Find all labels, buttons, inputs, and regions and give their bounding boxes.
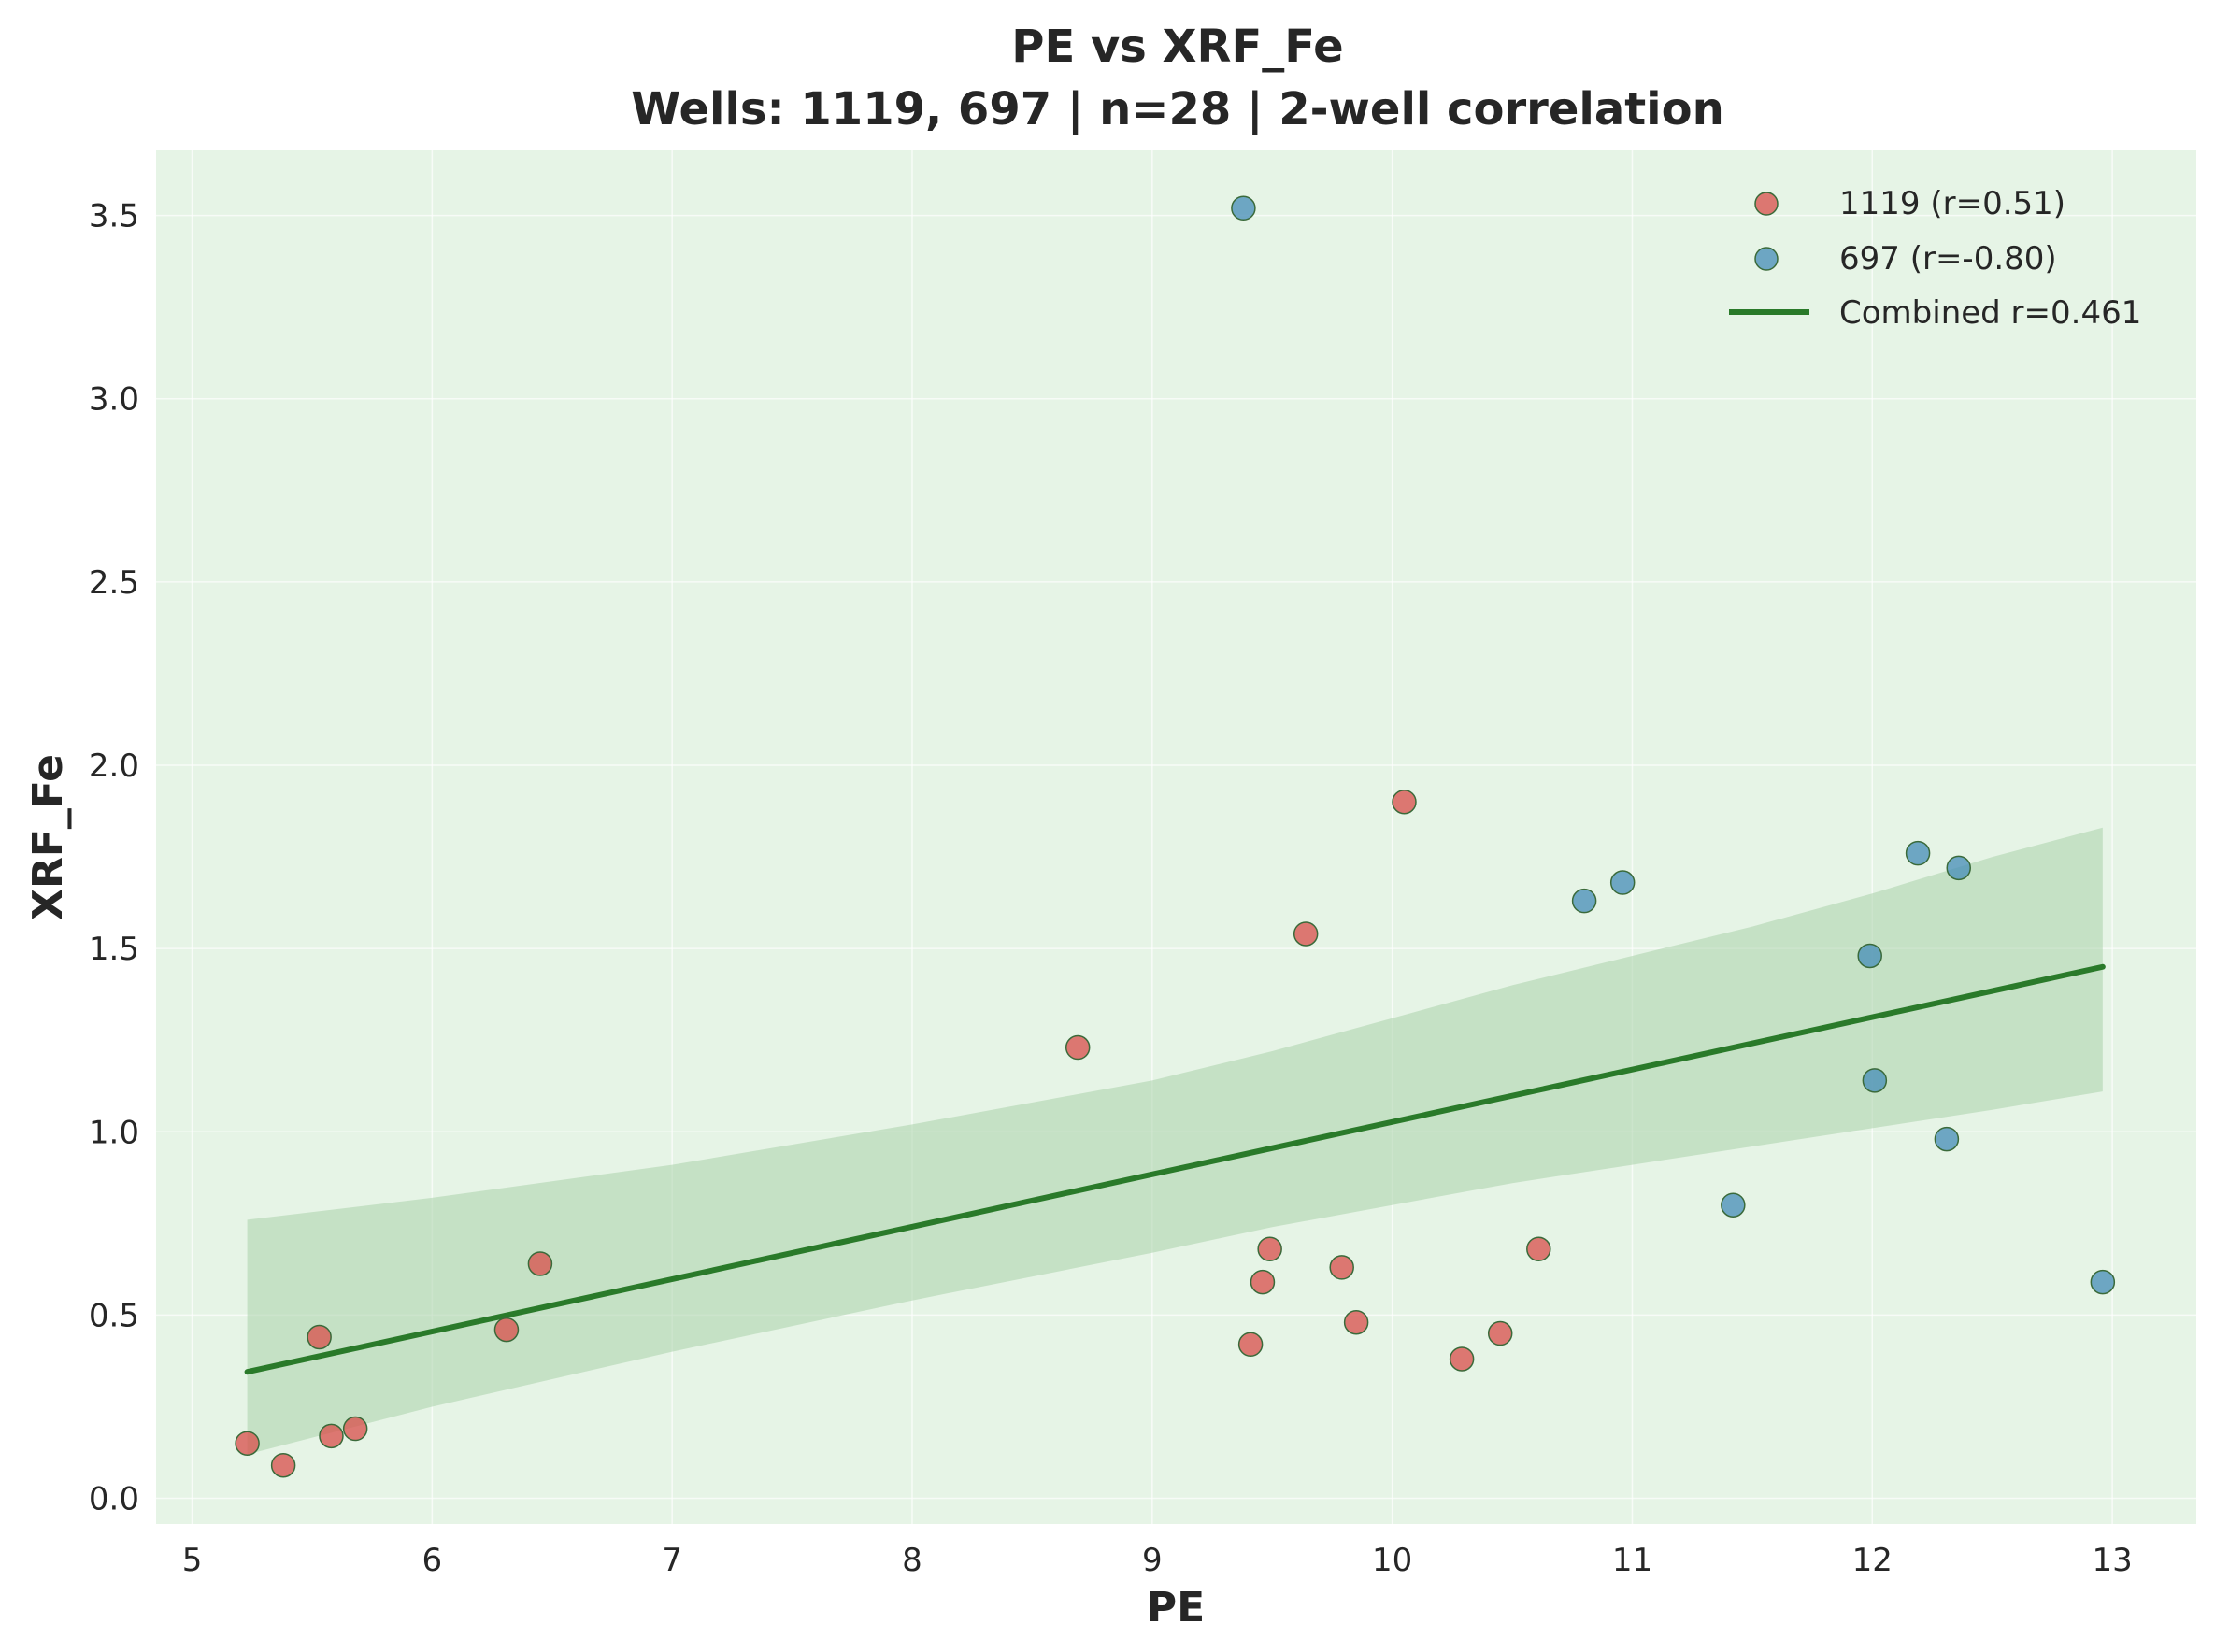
data-point-series-1 — [1392, 789, 1417, 815]
y-tick-label: 2.0 — [89, 748, 139, 785]
data-point-series-2 — [1609, 870, 1636, 895]
y-axis-ticks: 0.0 0.5 1.0 1.5 2.0 2.5 3.0 3.5 — [89, 198, 139, 1518]
y-tick-label: 2.5 — [89, 564, 139, 602]
data-point-series-1 — [270, 1452, 296, 1478]
legend-label-fit-line: Combined r=0.461 — [1839, 294, 2141, 332]
data-point-series-1 — [1293, 921, 1319, 947]
data-point-series-1 — [1487, 1320, 1513, 1346]
data-point-series-1 — [527, 1251, 553, 1276]
data-point-series-1 — [307, 1324, 332, 1350]
data-point-series-2 — [1721, 1192, 1746, 1218]
data-point-series-2 — [1934, 1126, 1960, 1152]
x-axis-ticks: 5 6 7 8 9 10 11 12 13 — [182, 1542, 2133, 1579]
y-tick-label: 0.5 — [89, 1297, 139, 1334]
regression-line — [244, 963, 2106, 1375]
data-point-series-2 — [1862, 1068, 1888, 1093]
legend-marker-series-1 — [1754, 192, 1779, 216]
legend-label-series-1: 1119 (r=0.51) — [1839, 185, 2065, 222]
legend-label-series-2: 697 (r=-0.80) — [1839, 240, 2057, 278]
y-tick-label: 1.0 — [89, 1114, 139, 1151]
data-point-series-2 — [2090, 1269, 2116, 1295]
data-point-series-1 — [493, 1317, 520, 1343]
confidence-band-layer — [247, 827, 2103, 1455]
data-point-series-1 — [1237, 1332, 1264, 1358]
data-point-series-1 — [1449, 1346, 1475, 1372]
confidence-band — [247, 827, 2103, 1455]
y-tick-label: 3.0 — [89, 381, 139, 419]
data-point-series-1 — [1257, 1236, 1282, 1262]
x-tick-label: 10 — [1372, 1542, 1412, 1579]
data-point-series-1 — [319, 1423, 344, 1449]
legend: 1119 (r=0.51) 697 (r=-0.80) Combined r=0… — [1729, 185, 2141, 332]
x-tick-label: 5 — [182, 1542, 203, 1579]
data-point-series-2 — [1231, 195, 1256, 221]
data-point-series-1 — [1329, 1255, 1354, 1280]
legend-marker-series-2 — [1754, 247, 1779, 271]
data-point-series-1 — [1065, 1034, 1091, 1061]
x-tick-label: 8 — [902, 1542, 922, 1579]
chart-title: PE vs XRF_Fe — [1011, 21, 1343, 73]
data-points-layer — [235, 195, 2116, 1478]
chart-subtitle: Wells: 1119, 697 | n=28 | 2-well correla… — [631, 83, 1724, 135]
y-axis-label: XRF_Fe — [24, 754, 72, 920]
data-point-series-2 — [1946, 855, 1971, 881]
y-tick-label: 0.0 — [89, 1481, 139, 1518]
data-point-series-2 — [1857, 943, 1882, 969]
data-point-series-1 — [1526, 1236, 1551, 1262]
x-tick-label: 13 — [2092, 1542, 2132, 1579]
x-tick-label: 6 — [422, 1542, 443, 1579]
x-tick-label: 9 — [1142, 1542, 1163, 1579]
y-tick-label: 3.5 — [89, 198, 139, 235]
y-tick-label: 1.5 — [89, 931, 139, 968]
data-point-series-2 — [1905, 840, 1931, 866]
x-tick-label: 11 — [1612, 1542, 1652, 1579]
data-point-series-1 — [235, 1431, 260, 1456]
data-point-series-1 — [1343, 1310, 1369, 1335]
data-point-series-1 — [1250, 1269, 1276, 1295]
grid-lines — [156, 150, 2196, 1524]
x-axis-label: PE — [1147, 1584, 1205, 1631]
data-point-series-1 — [342, 1416, 368, 1442]
data-point-series-2 — [1571, 888, 1597, 914]
x-tick-label: 7 — [662, 1542, 682, 1579]
x-tick-label: 12 — [1852, 1542, 1893, 1579]
fit-line-layer — [244, 963, 2106, 1375]
